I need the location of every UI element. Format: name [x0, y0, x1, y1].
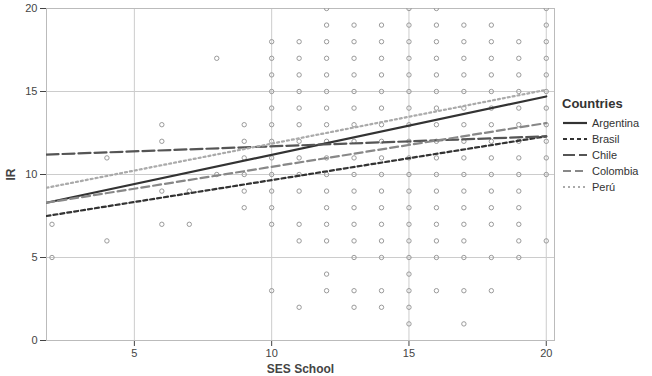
svg-text:15: 15 [25, 85, 37, 97]
svg-text:10: 10 [266, 347, 278, 359]
svg-text:5: 5 [131, 347, 137, 359]
html-text:Perú: Perú [592, 181, 616, 193]
html-text:Argentina: Argentina [592, 117, 640, 129]
html-text:Brasil: Brasil [592, 133, 620, 145]
svg-text:20: 20 [25, 2, 37, 14]
svg-text:IR: IR [4, 168, 18, 180]
html-text:Countries: Countries [562, 96, 623, 111]
svg-text:5: 5 [31, 251, 37, 263]
svg-text:SES School: SES School [267, 362, 334, 376]
svg-text:0: 0 [31, 334, 37, 346]
svg-text:15: 15 [403, 347, 415, 359]
html-text:Chile: Chile [592, 149, 618, 161]
svg-text:10: 10 [25, 168, 37, 180]
svg-text:20: 20 [540, 347, 552, 359]
html-text:Colombia: Colombia [592, 165, 639, 177]
